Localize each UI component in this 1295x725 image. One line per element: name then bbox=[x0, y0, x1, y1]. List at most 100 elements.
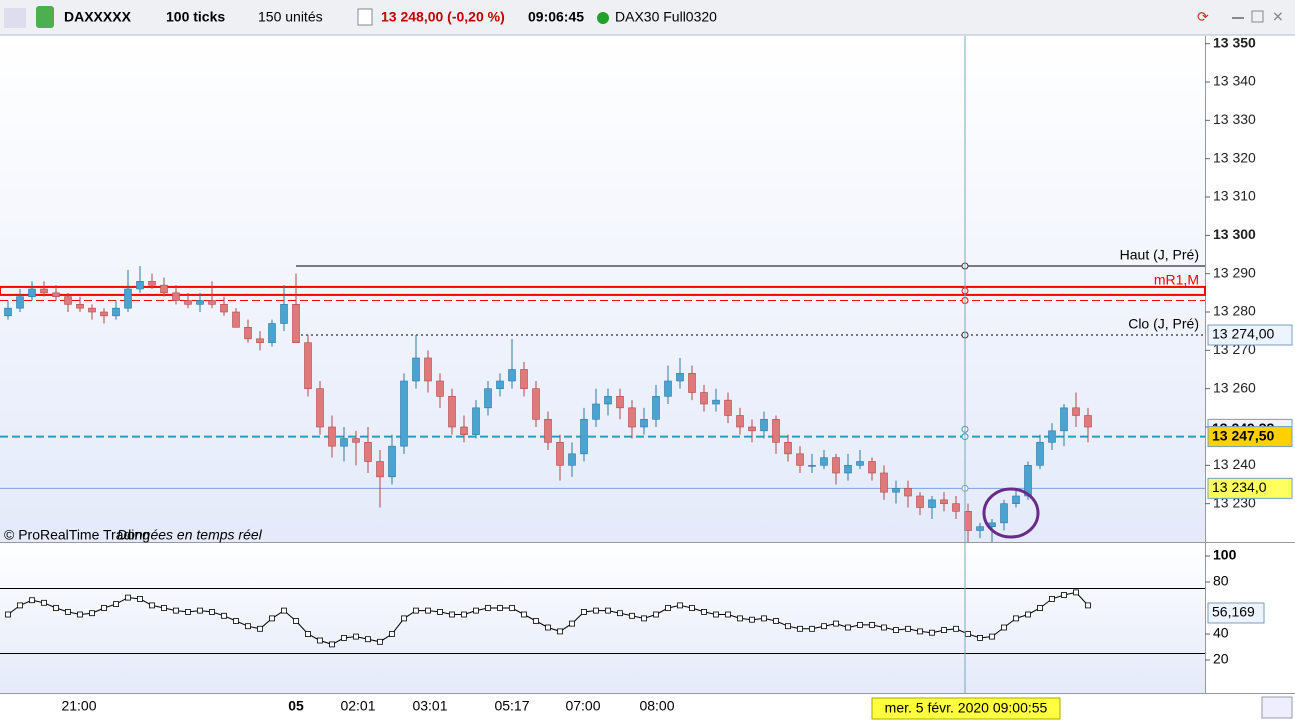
y-tick-label: 13 310 bbox=[1213, 188, 1256, 204]
osc-point bbox=[701, 609, 707, 615]
candle-body bbox=[232, 311, 240, 328]
highlight-circle bbox=[982, 487, 1040, 539]
candle-body bbox=[820, 457, 828, 466]
chart-icon[interactable] bbox=[4, 8, 26, 28]
osc-point bbox=[965, 631, 971, 637]
candle-body bbox=[1036, 442, 1044, 466]
osc-point bbox=[521, 611, 527, 618]
candle-body bbox=[760, 419, 768, 432]
osc-point bbox=[797, 625, 803, 632]
osc-tick-label: 20 bbox=[1213, 651, 1229, 667]
osc-point bbox=[173, 607, 179, 614]
oscillator-panel bbox=[0, 543, 1205, 693]
candle-body bbox=[904, 488, 912, 497]
time-label: 08:00 bbox=[639, 698, 674, 714]
osc-point bbox=[401, 615, 407, 622]
y-tick-label: 13 240 bbox=[1213, 456, 1256, 472]
candle-body bbox=[412, 357, 420, 382]
y-tick-label: 13 260 bbox=[1213, 379, 1256, 395]
osc-point bbox=[125, 594, 131, 601]
candle-body bbox=[28, 288, 36, 297]
scroll-button[interactable] bbox=[1261, 696, 1293, 719]
info-icon[interactable] bbox=[357, 8, 373, 26]
osc-point bbox=[845, 624, 851, 631]
level-box bbox=[1207, 426, 1293, 448]
osc-point bbox=[377, 638, 383, 645]
osc-point bbox=[89, 610, 95, 617]
candle-body bbox=[868, 461, 876, 474]
osc-point bbox=[497, 605, 503, 611]
osc-point bbox=[1037, 605, 1043, 611]
candle-body bbox=[328, 426, 336, 447]
candle-body bbox=[400, 380, 408, 447]
candle-body bbox=[832, 457, 840, 474]
instrument[interactable]: DAXXXXX bbox=[64, 9, 132, 25]
osc-point bbox=[977, 635, 983, 641]
candle-body bbox=[184, 300, 192, 305]
candle-body bbox=[340, 438, 348, 447]
osc-point bbox=[605, 607, 611, 614]
osc-point bbox=[893, 627, 899, 633]
candle-body bbox=[196, 300, 204, 305]
candle-body bbox=[892, 488, 900, 493]
candle-body bbox=[712, 399, 720, 405]
ticks-selector[interactable]: 100 ticks bbox=[166, 9, 225, 25]
osc-tick-label: 40 bbox=[1213, 625, 1229, 641]
osc-point bbox=[713, 611, 719, 618]
price-panel bbox=[0, 36, 1205, 542]
candle-body bbox=[568, 453, 576, 466]
osc-point bbox=[281, 607, 287, 614]
osc-point bbox=[197, 607, 203, 614]
osc-point bbox=[989, 633, 995, 640]
candle-body bbox=[676, 373, 684, 382]
osc-point bbox=[389, 631, 395, 637]
candle-body bbox=[748, 426, 756, 432]
osc-point bbox=[1013, 615, 1019, 622]
level-box bbox=[1207, 324, 1293, 346]
time-label: 05:17 bbox=[494, 698, 529, 714]
osc-point bbox=[317, 637, 323, 644]
osc-point bbox=[233, 618, 239, 624]
quote: 13 248,00 (-0,20 %) bbox=[381, 9, 505, 25]
osc-point bbox=[77, 611, 83, 618]
candle-body bbox=[136, 281, 144, 290]
time-label: 02:01 bbox=[340, 698, 375, 714]
candle-body bbox=[952, 503, 960, 512]
candle-body bbox=[976, 526, 984, 531]
candle-body bbox=[172, 292, 180, 301]
osc-point bbox=[665, 605, 671, 611]
osc-point bbox=[257, 625, 263, 632]
osc-point bbox=[821, 623, 827, 630]
osc-point bbox=[1085, 602, 1091, 609]
osc-point bbox=[953, 625, 959, 632]
candle-body bbox=[520, 369, 528, 389]
level-label: 13 234,0 bbox=[1212, 479, 1267, 495]
level-name: Haut (J, Pré) bbox=[1120, 247, 1199, 263]
candle-body bbox=[148, 281, 156, 286]
refresh-button[interactable]: ⟳ bbox=[1197, 9, 1209, 25]
osc-point bbox=[413, 607, 419, 614]
osc-point bbox=[1025, 611, 1031, 618]
candle-body bbox=[52, 292, 60, 297]
osc-point bbox=[1061, 592, 1067, 598]
osc-tick-label: 100 bbox=[1213, 547, 1237, 563]
units-selector[interactable]: 150 unités bbox=[258, 9, 323, 25]
link-icon[interactable] bbox=[36, 6, 54, 28]
osc-point bbox=[641, 615, 647, 622]
osc-point bbox=[581, 609, 587, 615]
candle-body bbox=[772, 419, 780, 443]
osc-point bbox=[485, 605, 491, 611]
osc-point bbox=[629, 612, 635, 619]
osc-point bbox=[941, 627, 947, 633]
close-button[interactable]: ✕ bbox=[1272, 9, 1284, 25]
copyright: © ProRealTime Trading bbox=[4, 527, 150, 543]
osc-point bbox=[785, 623, 791, 630]
maximize-button[interactable] bbox=[1251, 10, 1264, 23]
candle-body bbox=[244, 327, 252, 340]
minimize-button[interactable] bbox=[1232, 17, 1244, 19]
osc-point bbox=[221, 612, 227, 619]
candle-body bbox=[496, 380, 504, 389]
osc-point bbox=[113, 601, 119, 607]
candle-body bbox=[808, 465, 816, 467]
